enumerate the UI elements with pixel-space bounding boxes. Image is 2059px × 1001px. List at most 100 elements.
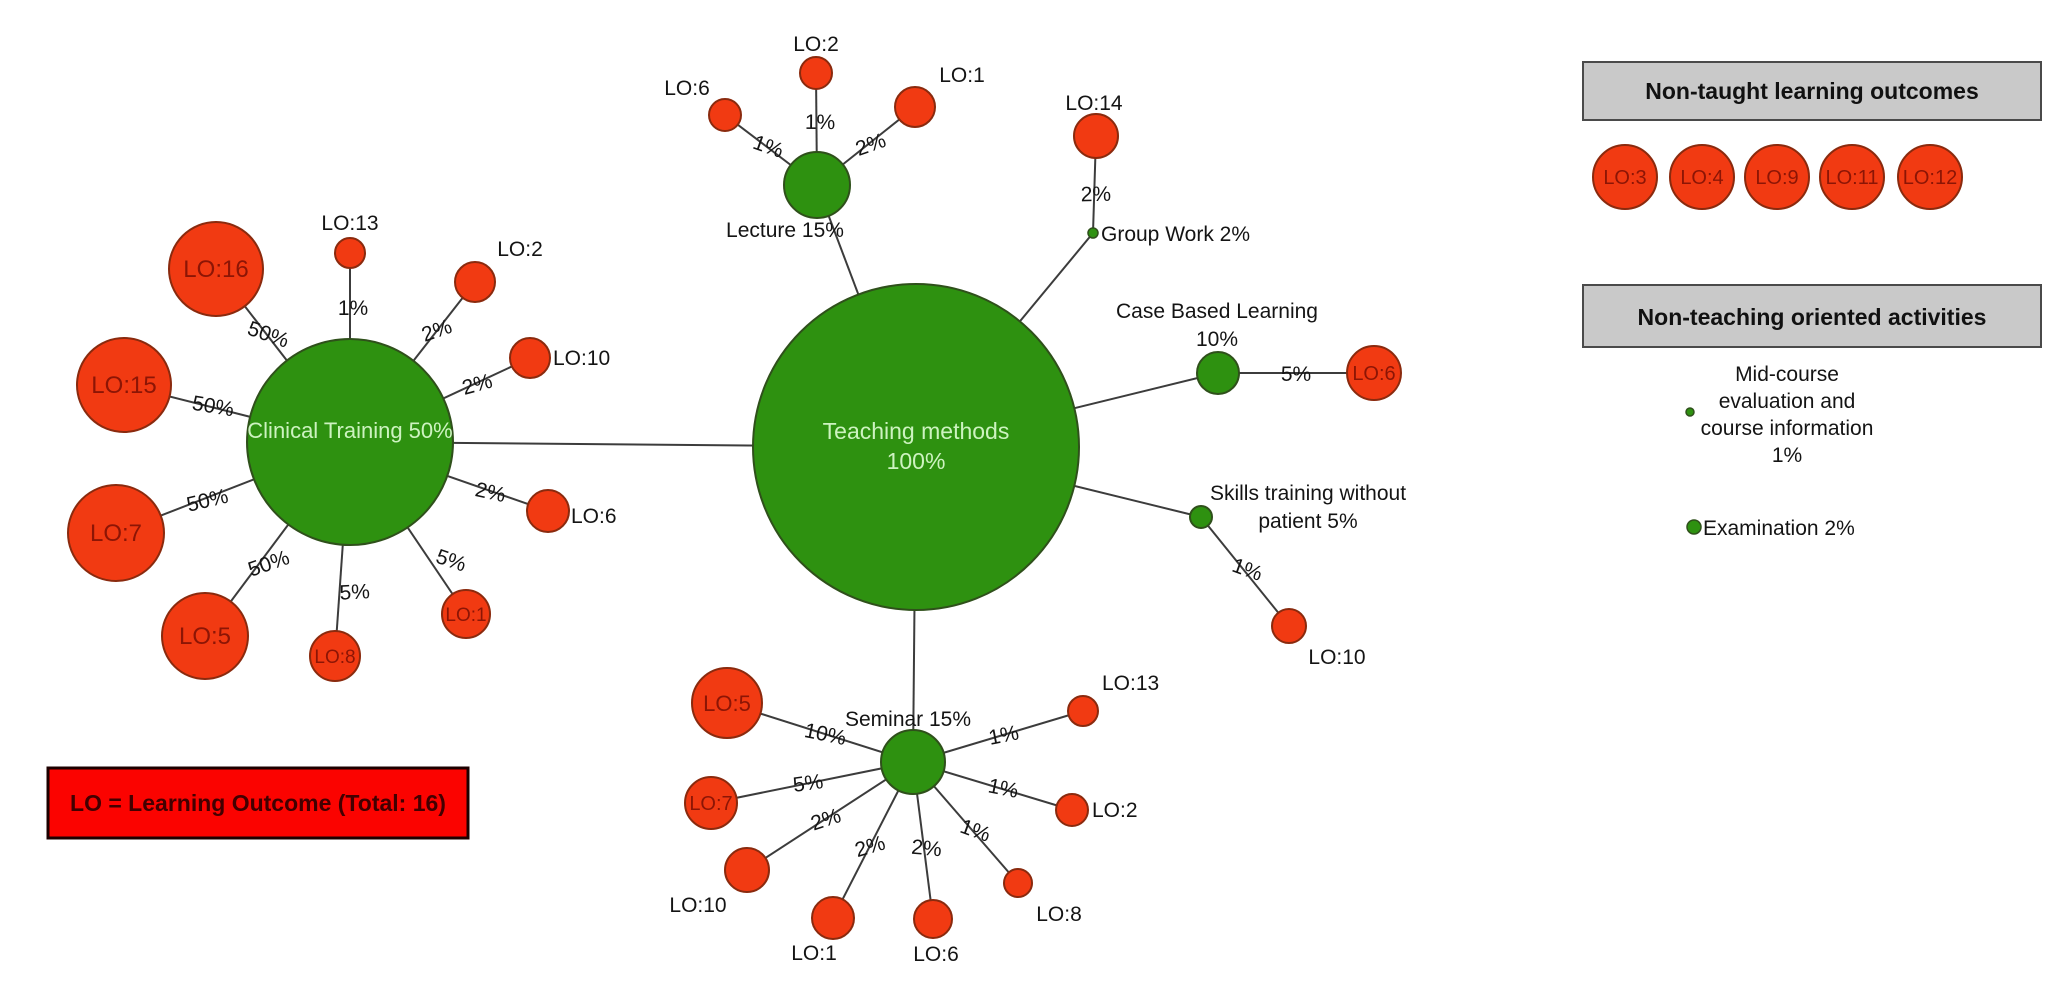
node-clinical (246, 338, 454, 546)
node-label-lo10c: LO:10 (553, 347, 610, 370)
nodes-layer (67, 56, 1402, 940)
node-lo2s (1055, 793, 1089, 827)
legend-non-taught: Non-taught learning outcomes LO:3 LO:4 LO:… (1582, 61, 2042, 210)
legend-circle-label: LO:11 (1826, 167, 1879, 189)
node-label-lo16c: LO:16 (183, 256, 248, 283)
edge-label-seminar-lo10m: 2% (808, 804, 844, 835)
node-lecture (783, 151, 851, 219)
edge-seminar-lo10m (746, 761, 914, 871)
node-label-lo6b: LO:6 (1352, 363, 1395, 385)
node-label-lo5c: LO:5 (179, 623, 231, 650)
edge-label-clinical-lo2c: 2% (419, 315, 455, 347)
edge-label-seminar-lo13s: 1% (987, 721, 1021, 749)
legend-activity-dot-1 (1686, 519, 1702, 535)
node-label-lo10m: LO:10 (669, 894, 726, 917)
abbreviation-note: LO = Learning Outcome (Total: 16) (46, 766, 470, 840)
legend-activities-header-box (1582, 284, 2042, 348)
node-label-lo14: LO:14 (1065, 92, 1123, 115)
node-label-clinical: Clinical Training 50% (247, 418, 452, 443)
edge-label-groupwork-lo14: 2% (1080, 183, 1111, 207)
node-label-lo7s: LO:7 (689, 793, 732, 815)
edge-label-clinical-lo16c: 50% (245, 317, 292, 353)
node-lo8c (309, 630, 361, 682)
legend-activity-text-1: Examination 2% (1703, 517, 1855, 540)
abbreviation-note-box (46, 766, 470, 840)
node-lo10s (1271, 608, 1307, 644)
legend-activity-dot-0 (1685, 407, 1695, 417)
legend-circle-label: LO:3 (1603, 167, 1646, 189)
node-lo2c (454, 261, 496, 303)
node-lo5c (161, 592, 249, 680)
edge-label-clinical-lo15c: 50% (190, 392, 235, 422)
edge-label-seminar-lo2s: 1% (986, 774, 1020, 802)
node-label-lo8c: LO:8 (314, 647, 355, 668)
node-cbl (1196, 351, 1240, 395)
edge-label-lecture-lo1l: 2% (853, 129, 889, 161)
legend-circle-lo11 (1819, 144, 1885, 210)
node-label-teaching: Teaching methods 100% (823, 418, 1010, 474)
edge-label-seminar-lo6s: 2% (910, 836, 942, 862)
node-label-lo2c: LO:2 (497, 238, 543, 261)
edge-label-seminar-lo8s: 1% (957, 815, 993, 847)
abbreviation-note-text: LO = Learning Outcome (Total: 16) (70, 790, 446, 816)
node-label-lo1l: LO:1 (939, 64, 985, 87)
node-lo6b (1346, 345, 1402, 401)
node-label-lecture: Lecture 15% (726, 219, 844, 242)
legend-circle-label: LO:4 (1680, 167, 1723, 189)
edge-label-skills-lo10s: 1% (1229, 554, 1265, 586)
node-lo6s (913, 899, 953, 939)
node-lo1c (441, 589, 491, 639)
node-groupwork (1087, 227, 1099, 239)
edge-label-clinical-lo6c: 2% (473, 478, 508, 507)
node-label-lo13s: LO:13 (1102, 672, 1159, 695)
edge-label-seminar-lo5s: 10% (802, 719, 848, 750)
node-label-cbl: Case Based Learning 10% (1116, 300, 1318, 351)
legend-activity-text-0: Mid-course evaluation and course informati… (1701, 363, 1874, 467)
node-label-lo1c: LO:1 (445, 605, 486, 626)
node-lo6l (708, 98, 742, 132)
node-label-lo5s: LO:5 (703, 691, 751, 716)
legend-circle-lo3 (1592, 144, 1658, 210)
legend-non-teaching-activities: Non-teaching oriented activities Mid-cou… (1582, 284, 2042, 540)
node-label-lo6s: LO:6 (913, 943, 959, 966)
edge-label-clinical-lo8c: 5% (339, 580, 370, 604)
node-label-lo6l: LO:6 (664, 77, 710, 100)
node-lo13s (1067, 695, 1099, 727)
legend-non-taught-items: LO:3 LO:4 LO:9 LO:11 LO:12 (1592, 144, 1963, 210)
node-lo13c (334, 237, 366, 269)
node-label-lo10s: LO:10 (1308, 646, 1365, 669)
node-label-lo2s: LO:2 (1092, 799, 1138, 822)
node-lo14 (1073, 113, 1119, 159)
node-label-lo6c: LO:6 (571, 505, 617, 528)
node-lo10c (509, 337, 551, 379)
node-lo5s (691, 667, 763, 739)
edge-label-clinical-lo10c: 2% (460, 370, 495, 400)
node-label-lo13c: LO:13 (321, 212, 378, 235)
legend-activities-title: Non-teaching oriented activities (1638, 304, 1987, 330)
node-label-lo8s: LO:8 (1036, 903, 1082, 926)
node-lo16c (168, 221, 264, 317)
node-label-lo15c: LO:15 (91, 372, 156, 399)
legend-circle-lo12 (1897, 144, 1963, 210)
legend-circle-label: LO:12 (1903, 167, 1957, 189)
node-lo15c (76, 337, 172, 433)
node-teaching (752, 283, 1080, 611)
node-label-lo2l: LO:2 (793, 33, 839, 56)
node-lo1l (894, 86, 936, 128)
edge-label-cbl-lo6b: 5% (1281, 363, 1311, 386)
legend-circle-label: LO:9 (1755, 167, 1798, 189)
edge-label-clinical-lo13c: 1% (338, 297, 368, 320)
node-skills (1189, 505, 1213, 529)
edge-label-clinical-lo5c: 50% (245, 546, 292, 582)
node-lo10m (724, 847, 770, 893)
node-lo6c (526, 489, 570, 533)
edge-skills-lo10s (1200, 516, 1290, 627)
node-lo2l (799, 56, 833, 90)
legend-activities-items: Mid-course evaluation and course informati… (1685, 363, 1874, 540)
node-label-skills: Skills training without patient 5% (1210, 482, 1406, 533)
edge-label-lecture-lo2l: 1% (805, 111, 836, 134)
node-label-lo7c: LO:7 (90, 520, 142, 547)
node-seminar (880, 729, 946, 795)
